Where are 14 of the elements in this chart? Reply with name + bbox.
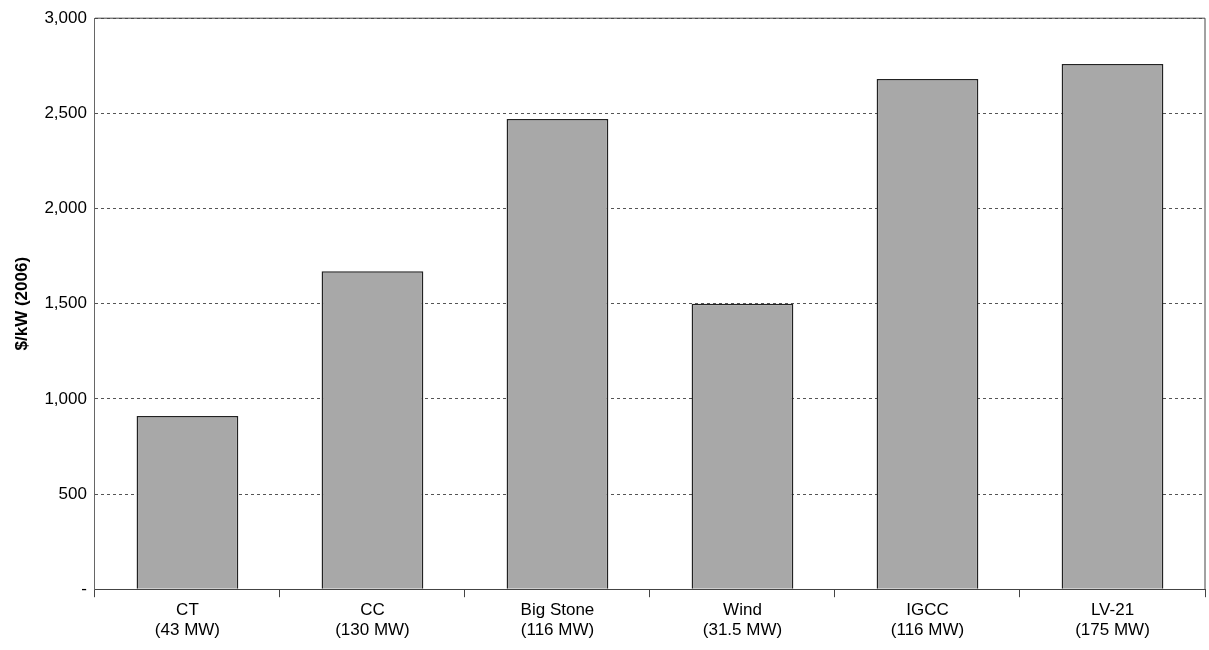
x-tick-label: CC (130 MW)	[335, 600, 410, 640]
y-tick-label: 2,500	[44, 103, 87, 123]
x-tick-label: IGCC (116 MW)	[890, 600, 965, 640]
y-tick-label: 500	[58, 483, 87, 503]
x-tick-label: CT (43 MW)	[154, 600, 221, 640]
x-tick-label: Wind (31.5 MW)	[702, 600, 783, 640]
y-tick-label: 1,500	[44, 293, 87, 313]
y-tick-label: 1,000	[44, 388, 87, 408]
y-tick-label: 2,000	[44, 198, 87, 218]
x-tick-label: LV-21 (175 MW)	[1075, 600, 1150, 640]
y-tick-label: -	[81, 578, 87, 598]
y-axis-title: $/kW (2006)	[11, 256, 31, 351]
y-tick-label: 3,000	[44, 7, 87, 27]
x-tick-label: Big Stone (116 MW)	[520, 600, 595, 640]
